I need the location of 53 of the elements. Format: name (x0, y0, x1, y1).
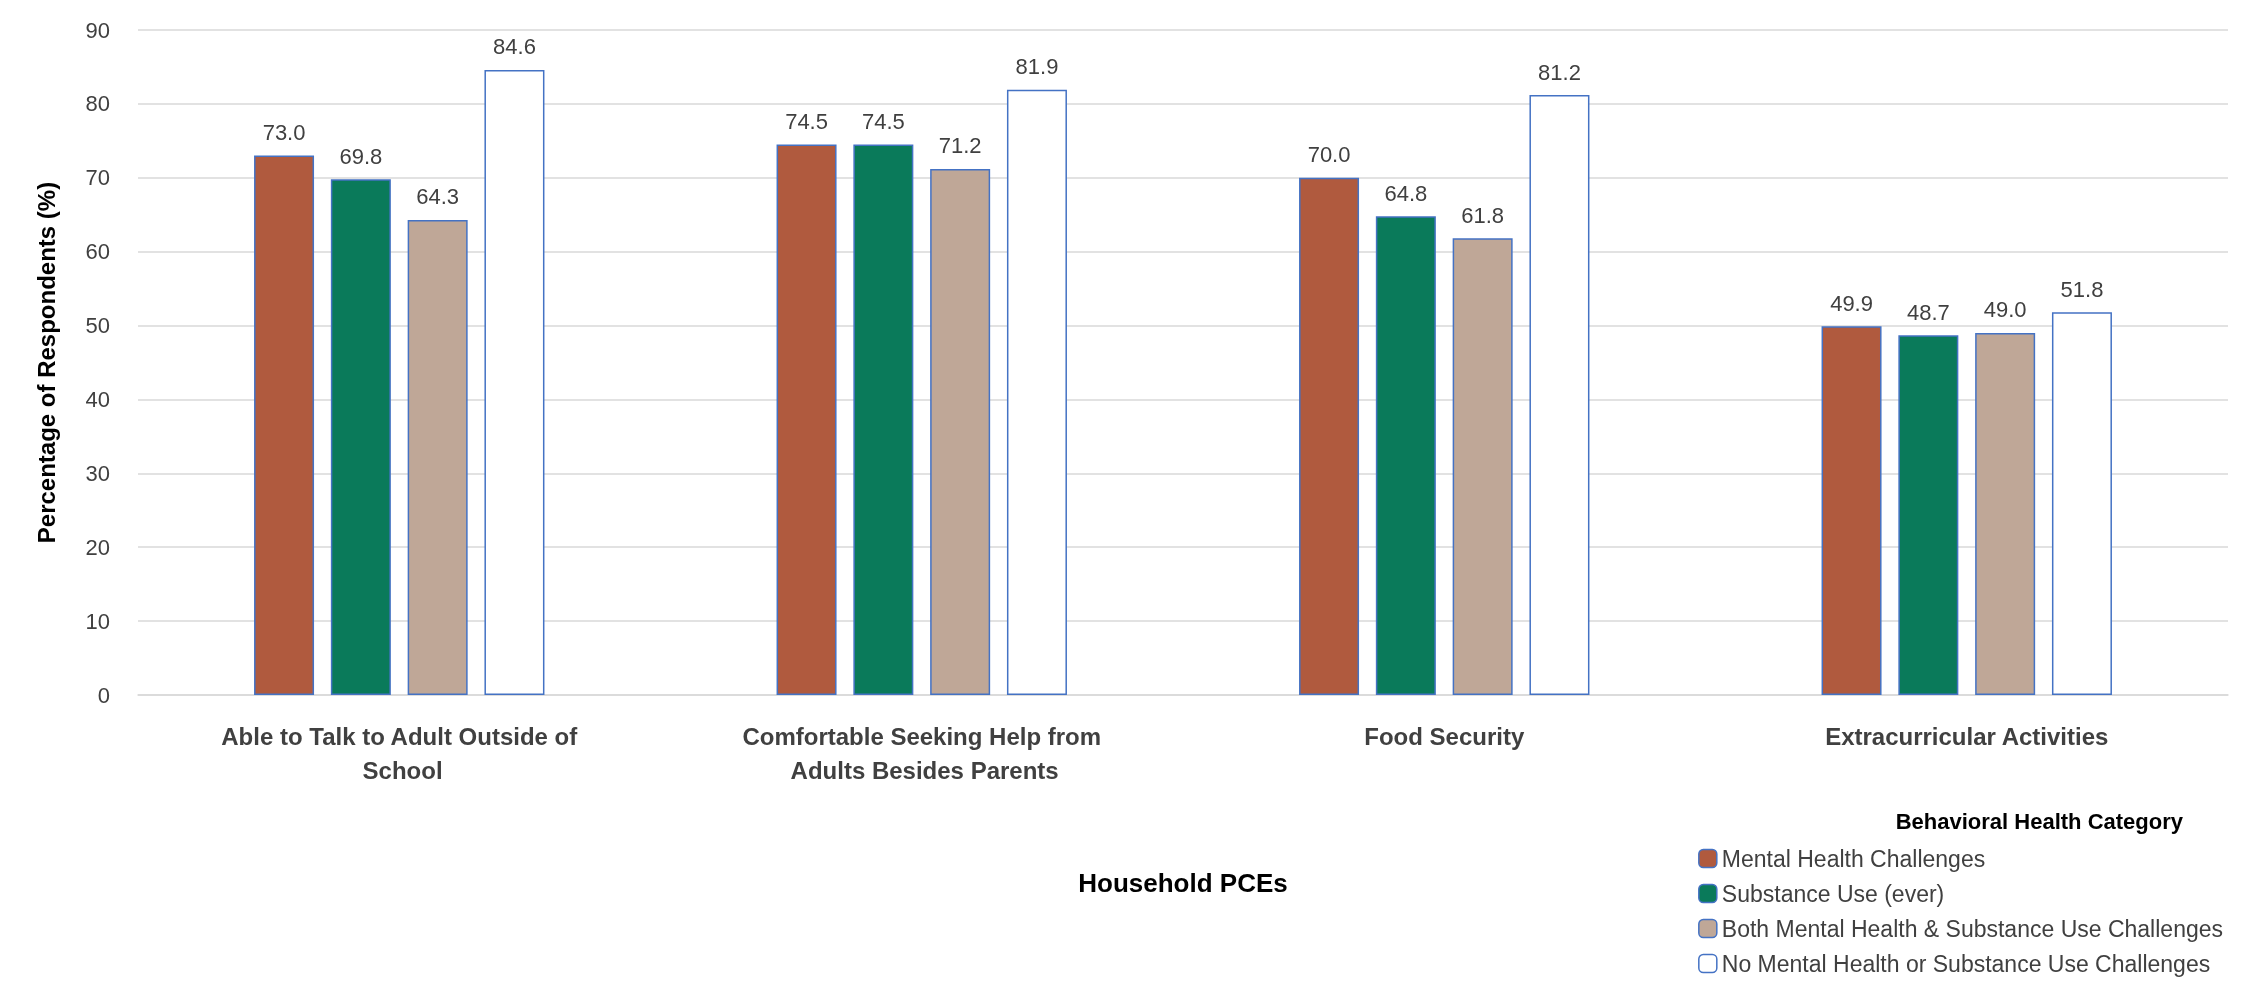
bar (853, 144, 914, 695)
bar (1529, 95, 1590, 695)
bar (1898, 335, 1959, 695)
y-tick-label: 80 (85, 91, 110, 117)
legend-label: Mental Health Challenges (1721, 845, 1986, 872)
y-tick-label: 40 (85, 386, 110, 412)
bar (254, 155, 315, 695)
data-label: 69.8 (339, 143, 383, 169)
bar (1299, 177, 1360, 695)
bar (330, 179, 391, 695)
bar (407, 219, 468, 695)
data-label: 64.3 (416, 184, 460, 210)
data-label: 70.0 (1307, 142, 1351, 168)
y-axis-title: Percentage of Respondents (%) (32, 181, 60, 544)
data-label: 61.8 (1461, 202, 1505, 228)
bar (2051, 312, 2112, 695)
x-tick-label: Comfortable Seeking Help from Adults Besides Parents (742, 722, 1102, 784)
y-tick-label: 20 (85, 534, 110, 560)
data-label: 81.9 (1015, 54, 1059, 80)
x-tick-label: Food Security (1364, 722, 1525, 750)
bar (776, 144, 837, 695)
legend-label: No Mental Health or Substance Use Challenges (1721, 950, 2211, 977)
data-label: 64.8 (1384, 180, 1428, 206)
data-label: 73.0 (262, 120, 306, 146)
x-axis-title: Household PCEs (1078, 868, 1288, 898)
data-label: 49.0 (1983, 297, 2027, 323)
y-tick-label: 10 (85, 608, 110, 634)
bar (1452, 238, 1513, 695)
y-tick-label: 50 (85, 313, 110, 339)
data-label: 48.7 (1906, 299, 1950, 325)
bar (930, 168, 991, 695)
legend-label: Both Mental Health & Substance Use Challenges (1721, 915, 2224, 942)
bar (1975, 332, 2036, 695)
bar (1821, 326, 1882, 695)
bar (1375, 216, 1436, 695)
y-tick-label: 60 (85, 239, 110, 265)
x-tick-label: Able to Talk to Adult Outside of School (221, 722, 579, 784)
y-tick-label: 30 (85, 460, 110, 486)
bar (484, 69, 545, 695)
data-label: 81.2 (1538, 59, 1581, 85)
y-tick-label: 90 (85, 17, 110, 43)
y-tick-label: 0 (97, 682, 110, 708)
bar (1006, 89, 1067, 695)
data-label: 71.2 (938, 133, 982, 159)
data-label: 51.8 (2060, 276, 2104, 302)
data-label: 74.5 (861, 109, 905, 135)
data-label: 74.5 (785, 109, 828, 135)
y-tick-label: 70 (85, 165, 110, 191)
data-label: 49.9 (1830, 290, 1873, 316)
legend-label: Substance Use (ever) (1721, 880, 1945, 907)
legend-title: Behavioral Health Category (1895, 808, 2184, 834)
x-tick-label: Extracurricular Activities (1825, 722, 2109, 750)
data-label: 84.6 (493, 34, 536, 60)
